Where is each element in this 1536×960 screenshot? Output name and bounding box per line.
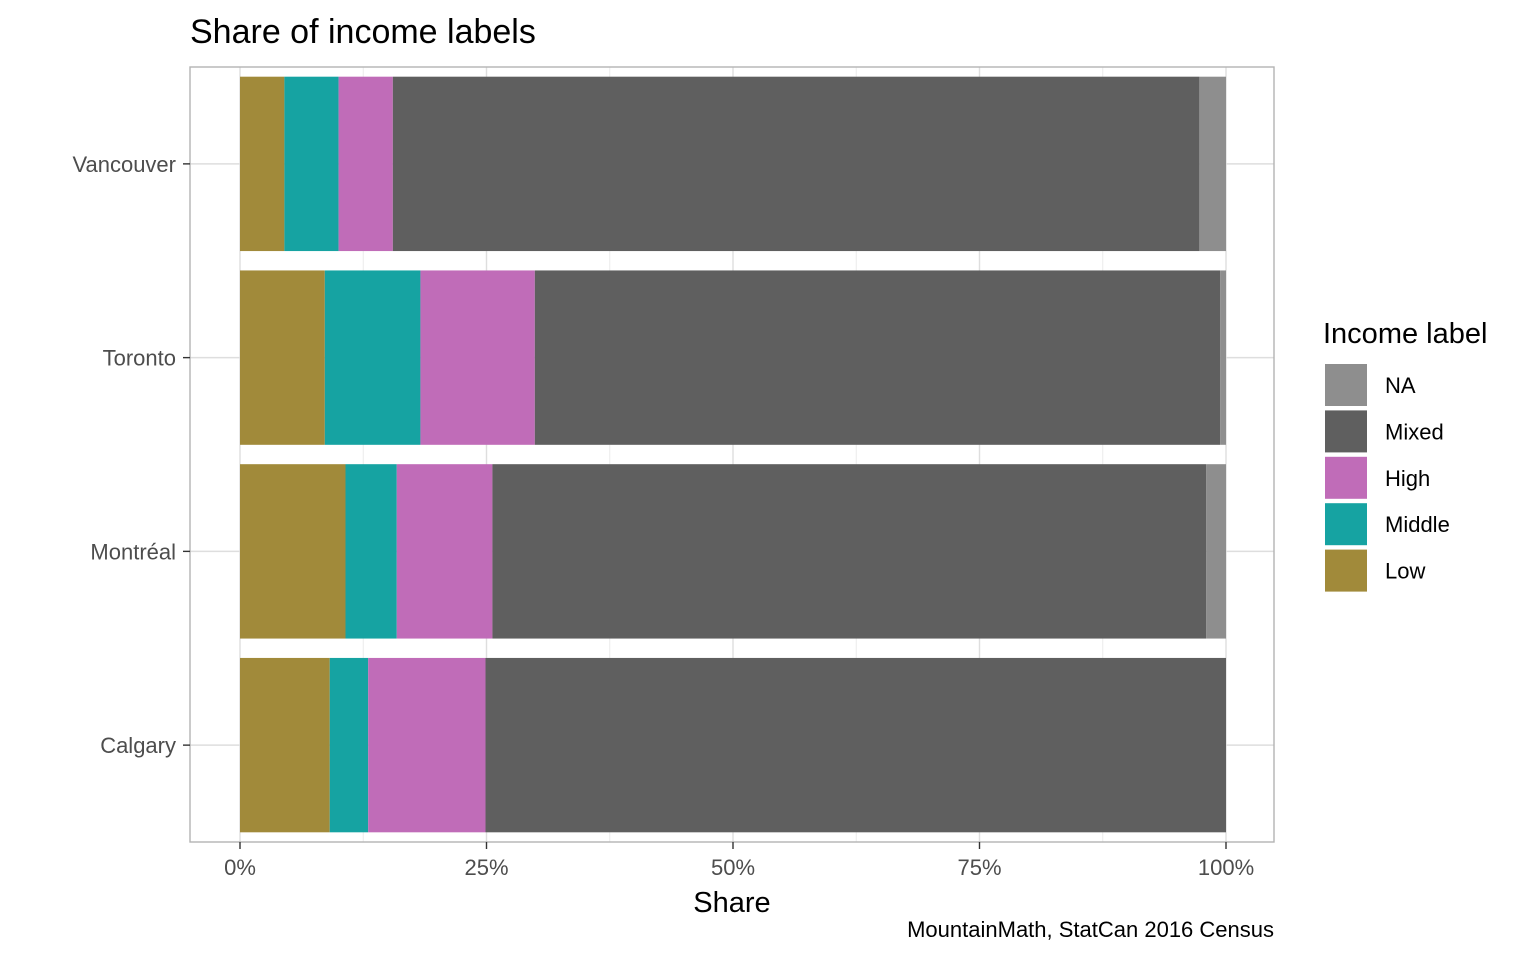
y-axis: Vancouver Toronto Montréal Calgary: [72, 152, 190, 758]
bar-segment: [534, 270, 1221, 445]
bar-segment: [240, 76, 285, 252]
bar-segment: [284, 76, 339, 252]
y-tick-label: Toronto: [103, 346, 176, 371]
bar-segment: [240, 657, 330, 833]
bar-segment: [240, 270, 325, 445]
bar-segment: [329, 657, 369, 833]
x-tick-label: 75%: [957, 855, 1001, 880]
x-tick-label: 50%: [711, 855, 755, 880]
x-tick-label: 0%: [224, 855, 256, 880]
bar-segment: [1199, 76, 1226, 252]
chart-caption: MountainMath, StatCan 2016 Census: [907, 917, 1274, 942]
bar-segment: [485, 657, 1226, 833]
legend-key: [1325, 549, 1367, 592]
legend-label: Mixed: [1385, 419, 1444, 444]
bar-segment: [240, 464, 346, 639]
x-axis-title: Share: [693, 887, 770, 919]
bar-segment: [1206, 464, 1226, 639]
legend-key: [1325, 503, 1367, 546]
legend-label: Middle: [1385, 512, 1450, 537]
chart-title: Share of income labels: [190, 13, 536, 51]
bar-segment: [492, 464, 1207, 639]
bar-segment: [368, 657, 486, 833]
bar-segment: [392, 76, 1200, 252]
y-tick-label: Calgary: [100, 733, 176, 758]
bar-segment: [324, 270, 421, 445]
x-tick-label: 100%: [1198, 855, 1254, 880]
legend-label: High: [1385, 466, 1430, 491]
bars: [240, 76, 1226, 833]
legend-key: [1325, 410, 1367, 453]
bar-segment: [396, 464, 493, 639]
y-tick-label: Montréal: [90, 539, 176, 564]
bar-segment: [1220, 270, 1226, 445]
x-axis: 0% 25% 50% 75% 100%: [224, 842, 1254, 880]
y-tick-label: Vancouver: [72, 152, 176, 177]
bar-segment: [420, 270, 535, 445]
legend-key: [1325, 456, 1367, 499]
panel-border: [189, 66, 1275, 843]
legend-title: Income label: [1323, 318, 1487, 350]
x-tick-label: 25%: [464, 855, 508, 880]
legend-label: NA: [1385, 373, 1416, 398]
bar-segment: [345, 464, 397, 639]
legend-label: Low: [1385, 559, 1425, 584]
legend-key: [1325, 364, 1367, 406]
legend: Income label NA Mixed High Middle Low: [1323, 318, 1487, 592]
bar-segment: [338, 76, 393, 252]
